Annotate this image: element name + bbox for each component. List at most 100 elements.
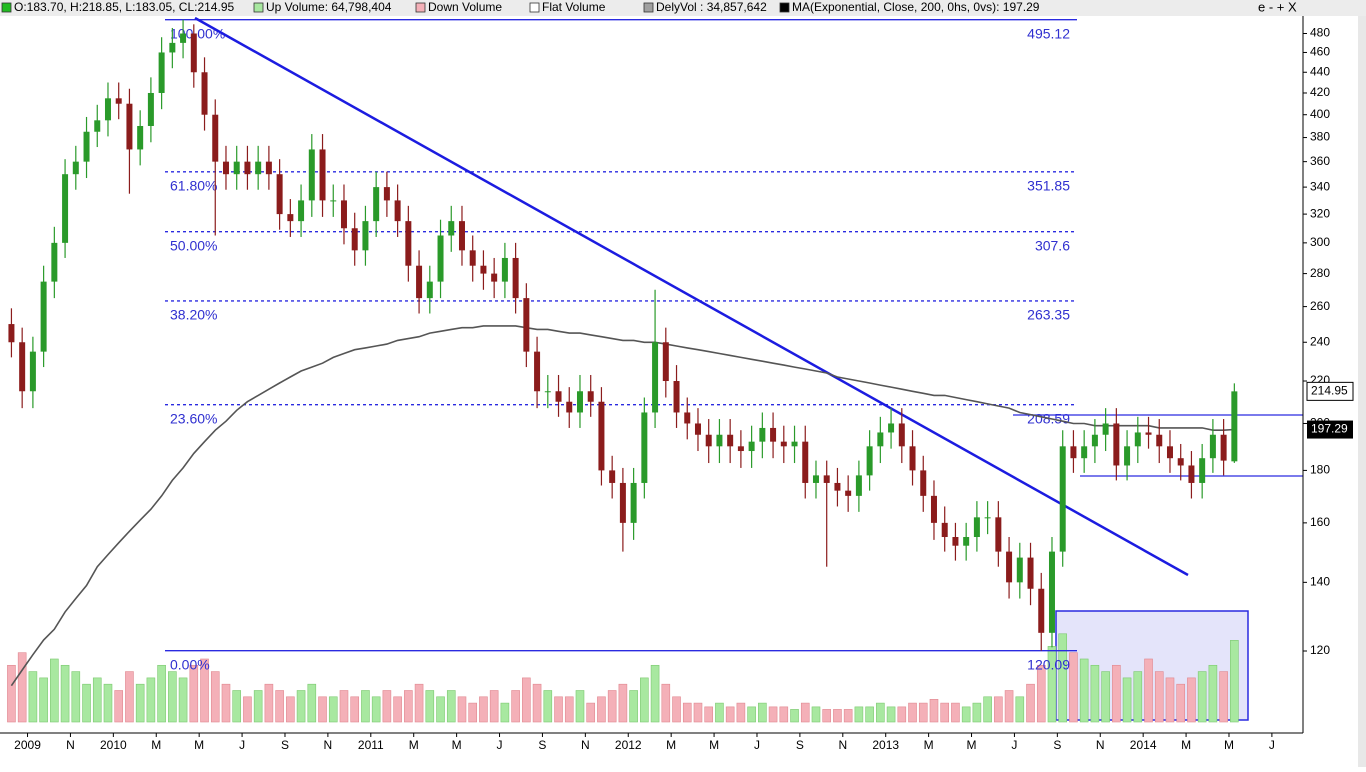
candle-body [834, 482, 841, 491]
volume-bar [125, 671, 134, 723]
volume-bar [146, 677, 156, 723]
candle-body [952, 537, 959, 546]
volume-bar [286, 696, 295, 723]
x-tick-label: 2010 [100, 738, 127, 752]
candle-body [576, 391, 583, 413]
candle-body [340, 200, 347, 229]
candle-body [941, 522, 948, 538]
x-tick-label: 2009 [14, 738, 41, 752]
candle-body [469, 250, 476, 266]
volume-bar [1079, 658, 1089, 723]
volume-bar [1069, 652, 1078, 723]
candle-body [1166, 446, 1173, 459]
volume-bar [92, 677, 102, 723]
candle-body [104, 98, 111, 121]
volume-bar [918, 702, 928, 723]
candle-body [898, 423, 905, 447]
volume-bar [661, 683, 671, 723]
x-tick-label: M [1224, 738, 1234, 752]
y-tick-label: 320 [1310, 206, 1330, 220]
volume-bar [618, 683, 628, 723]
x-tick-label: N [324, 738, 333, 752]
fib-label: 38.20% [170, 307, 217, 323]
header-bar [0, 0, 1366, 16]
volume-bar [361, 690, 370, 723]
candle-body [190, 33, 197, 73]
candle-body [383, 187, 390, 201]
volume-bar [479, 696, 488, 723]
candle-body [1145, 432, 1152, 435]
volume-bar [715, 702, 724, 723]
volume-bar [779, 706, 789, 723]
candle-body [555, 391, 562, 402]
candle-body [287, 214, 294, 222]
volume-bar [768, 706, 778, 723]
x-tick-label: M [924, 738, 934, 752]
window-controls[interactable]: e - + X [1258, 0, 1297, 14]
candle-body [126, 103, 133, 150]
candle-body [727, 434, 734, 447]
fib-value: 495.12 [1027, 25, 1070, 41]
candle-body [523, 298, 530, 352]
legend-text: O:183.70, H:218.85, L:183.05, CL:214.95 [14, 0, 234, 14]
volume-bar [243, 696, 252, 723]
volume-bar [1197, 671, 1207, 723]
candle-body [233, 161, 240, 175]
y-tick-label: 160 [1310, 515, 1330, 529]
x-tick-label: M [967, 738, 977, 752]
volume-bar [404, 690, 413, 723]
legend-swatch [253, 2, 264, 13]
candle-body [534, 351, 541, 392]
candle-body [394, 200, 401, 222]
volume-bar [876, 702, 885, 723]
volume-bar [60, 664, 70, 723]
volume-bar [1015, 696, 1025, 723]
volume-bar [511, 690, 520, 723]
candle-body [791, 441, 798, 447]
x-tick-label: M [151, 738, 161, 752]
scrollbar[interactable] [1358, 16, 1366, 767]
volume-bar [7, 664, 16, 723]
candle-body [1188, 465, 1195, 483]
volume-bar [1112, 664, 1121, 723]
volume-bar [1208, 664, 1218, 723]
fib-value: 307.6 [1035, 237, 1070, 253]
x-tick-label: J [1269, 738, 1275, 752]
y-tick-label: 280 [1310, 266, 1330, 280]
candle-body [51, 242, 58, 282]
y-tick-label: 180 [1310, 463, 1330, 477]
x-tick-label: J [754, 738, 760, 752]
volume-bar [597, 696, 606, 723]
volume-bar [983, 696, 992, 723]
candle-body [72, 161, 79, 175]
volume-bar [328, 696, 338, 723]
candle-body [448, 221, 455, 236]
volume-bar [886, 706, 896, 723]
volume-bar [103, 683, 113, 723]
y-tick-label: 300 [1310, 235, 1330, 249]
candle-body [276, 174, 283, 215]
y-tick-label: 240 [1310, 334, 1330, 348]
volume-bar [414, 683, 424, 723]
candle-body [1199, 458, 1206, 483]
candle-body [855, 475, 862, 496]
volume-bar [210, 671, 220, 723]
legend-text: MA(Exponential, Close, 200, 0hs, 0vs): 1… [792, 0, 1040, 14]
legend-text: DelyVol : 34,857,642 [656, 0, 767, 14]
fib-label: 50.00% [170, 237, 217, 253]
ma-tag-box [1307, 420, 1353, 439]
volume-bar [790, 709, 799, 723]
volume-bar [929, 699, 939, 723]
volume-bar [489, 690, 499, 723]
volume-bar [736, 702, 746, 723]
y-tick-label: 440 [1310, 64, 1330, 78]
volume-bar [275, 690, 284, 723]
volume-bar [307, 683, 317, 723]
volume-bar [554, 696, 563, 723]
candle-body [877, 432, 884, 447]
legend-swatch [779, 2, 790, 13]
volume-bar [178, 677, 188, 723]
volume-bar [457, 696, 467, 723]
candle-body [737, 446, 744, 452]
